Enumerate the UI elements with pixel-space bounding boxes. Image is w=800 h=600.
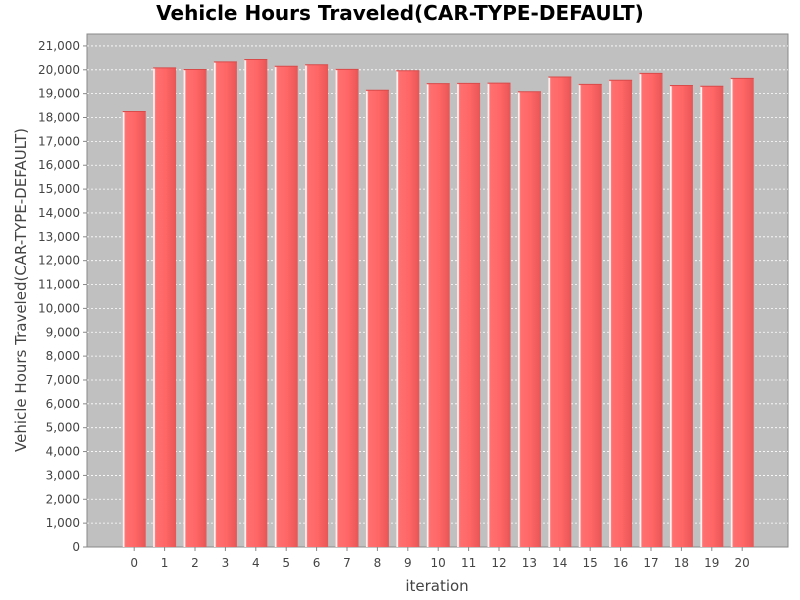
x-tick-label: 0 [130,556,138,570]
bar-group [609,79,633,547]
bar [365,90,389,547]
bar-group [700,85,724,547]
bar [274,66,298,548]
bar-group [457,82,481,547]
bar [578,84,602,547]
x-tick-label: 1 [161,556,169,570]
bar-group [153,67,177,547]
x-tick-label: 18 [674,556,689,570]
bar [244,59,268,547]
y-tick-label: 15,000 [38,182,80,196]
y-tick-label: 19,000 [38,87,80,101]
x-tick-label: 7 [343,556,351,570]
bar [639,73,663,548]
y-tick-label: 6,000 [46,397,80,411]
x-tick-label: 6 [313,556,321,570]
y-tick-label: 1,000 [46,516,80,530]
bar [396,70,420,547]
bar-group [365,89,389,547]
bar [213,61,237,547]
x-tick-label: 12 [491,556,506,570]
y-axis-label: Vehicle Hours Traveled(CAR-TYPE-DEFAULT) [12,128,30,452]
y-tick-label: 20,000 [38,63,80,77]
x-tick-label: 17 [643,556,658,570]
y-tick-label: 16,000 [38,158,80,172]
bars [122,59,754,548]
bar-group [213,61,237,547]
bar [730,78,754,547]
y-tick-label: 18,000 [38,111,80,125]
y-tick-label: 3,000 [46,468,80,482]
y-tick-label: 0 [72,540,80,554]
bar-group [487,82,511,547]
bar-group [730,77,754,547]
y-tick-label: 2,000 [46,492,80,506]
x-tick-label: 15 [583,556,598,570]
x-tick-label: 13 [522,556,537,570]
y-tick-label: 11,000 [38,278,80,292]
bar-group [517,91,541,548]
bar [609,80,633,547]
bar [122,111,146,547]
y-tick-labels: 0 1,000 2,000 3,000 4,000 5,000 6,000 7,000 8,00… [38,39,80,554]
y-tick-label: 8,000 [46,349,80,363]
x-tick-label: 2 [191,556,199,570]
bar-group [122,111,146,547]
bar [548,76,572,547]
chart-title: Vehicle Hours Traveled(CAR-TYPE-DEFAULT) [156,1,644,25]
y-tick-label: 14,000 [38,206,80,220]
bar-group [669,85,693,547]
bar [487,83,511,547]
y-tick-label: 9,000 [46,325,80,339]
bar-group [426,83,450,548]
bar-group [548,76,572,547]
bar-group [274,65,298,548]
bar-group [578,83,602,547]
bar [153,67,177,547]
axes [83,45,743,551]
x-axis-label: iteration [405,577,468,595]
bar-group [639,72,663,548]
x-tick-label: 11 [461,556,476,570]
x-tick-label: 4 [252,556,260,570]
y-tick-label: 12,000 [38,254,80,268]
bar [305,64,329,547]
y-tick-label: 7,000 [46,373,80,387]
y-tick-label: 13,000 [38,230,80,244]
x-tick-label: 19 [704,556,719,570]
bar-group [183,69,207,547]
x-tick-label: 5 [282,556,290,570]
bar-group [244,59,268,547]
y-tick-label: 5,000 [46,421,80,435]
bar [426,83,450,548]
x-tick-label: 14 [552,556,567,570]
bar-group [335,68,359,548]
y-tick-label: 10,000 [38,301,80,315]
bar [669,85,693,547]
bar [700,86,724,547]
y-tick-label: 21,000 [38,39,80,53]
bar-group [305,64,329,547]
x-tick-label: 9 [404,556,412,570]
bar [457,83,481,547]
bar-group [396,70,420,547]
x-tick-label: 16 [613,556,628,570]
bar [335,69,359,548]
x-tick-label: 8 [374,556,382,570]
y-tick-label: 17,000 [38,134,80,148]
x-tick-labels: 0 1 2 3 4 5 6 7 8 9 10 11 12 13 14 15 16 17 18 19 20 [130,556,749,570]
x-tick-label: 3 [222,556,230,570]
x-tick-label: 10 [431,556,446,570]
bar [517,91,541,548]
bar [183,69,207,547]
x-tick-label: 20 [735,556,750,570]
y-tick-label: 4,000 [46,445,80,459]
